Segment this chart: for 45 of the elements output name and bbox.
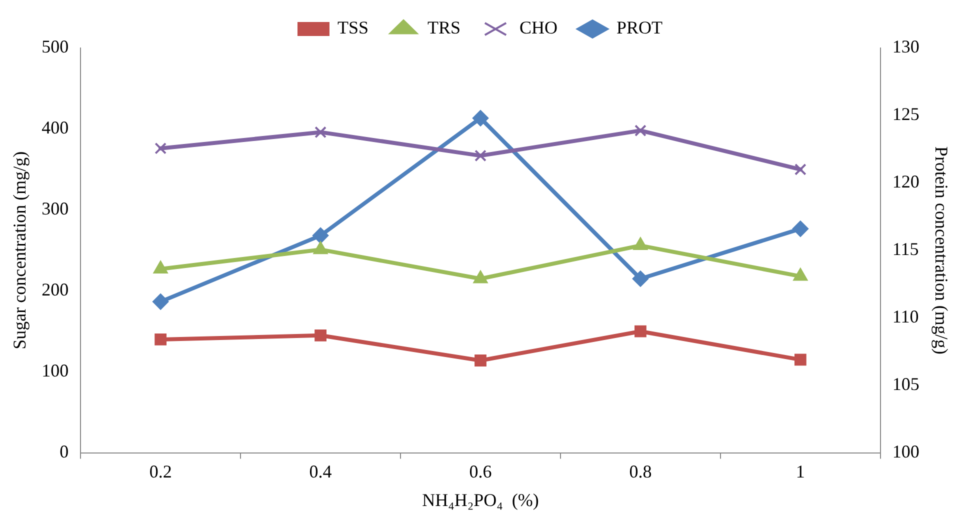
- point: [312, 228, 329, 244]
- y-tick-label: 100: [42, 360, 69, 381]
- y2-tick-label: 115: [892, 239, 919, 260]
- y2-tick-label: 110: [892, 306, 919, 327]
- point: [154, 334, 167, 346]
- point: [474, 150, 486, 162]
- point: [794, 354, 806, 366]
- point: [314, 329, 326, 342]
- x-tick-label: 0.4: [309, 461, 332, 482]
- x-tick-label: 0.8: [629, 461, 652, 482]
- y-tick-label: 0: [60, 442, 69, 462]
- y2-tick-label: 130: [892, 36, 920, 57]
- x-tick-label: 1: [796, 461, 805, 482]
- point: [792, 220, 808, 237]
- point: [634, 124, 646, 137]
- y2-tick-label: 100: [892, 442, 920, 462]
- y-tick-label: 300: [42, 198, 69, 219]
- y2-axis-title: Protein concentration (mg/g): [931, 146, 952, 354]
- legend-label: TSS: [337, 18, 369, 38]
- point: [472, 110, 488, 126]
- point: [633, 238, 648, 250]
- x-tick-label: 0.6: [469, 461, 492, 482]
- point: [473, 270, 488, 284]
- point: [474, 354, 486, 366]
- y-tick-label: 200: [42, 280, 69, 300]
- y-axis-title: Sugar concentration (mg/g): [10, 151, 30, 350]
- y2-tick-label: 120: [892, 172, 920, 192]
- legend-label: TRS: [427, 18, 461, 38]
- point: [313, 242, 328, 254]
- point: [634, 325, 646, 338]
- point: [152, 294, 169, 310]
- point: [154, 142, 167, 154]
- x-axis-title: NH₄H₂PO₄ (%): [422, 490, 539, 510]
- point: [794, 163, 806, 176]
- legend-label: PROT: [616, 18, 663, 38]
- point: [154, 261, 168, 274]
- point: [793, 268, 808, 281]
- point: [314, 126, 326, 138]
- y-tick-label: 400: [42, 118, 69, 138]
- x-tick-label: 0.2: [149, 461, 172, 482]
- y2-tick-label: 105: [892, 374, 920, 394]
- y2-tick-label: 125: [892, 104, 920, 124]
- y-tick-label: 500: [42, 36, 69, 57]
- point: [632, 270, 648, 287]
- legend-label: CHO: [520, 18, 558, 38]
